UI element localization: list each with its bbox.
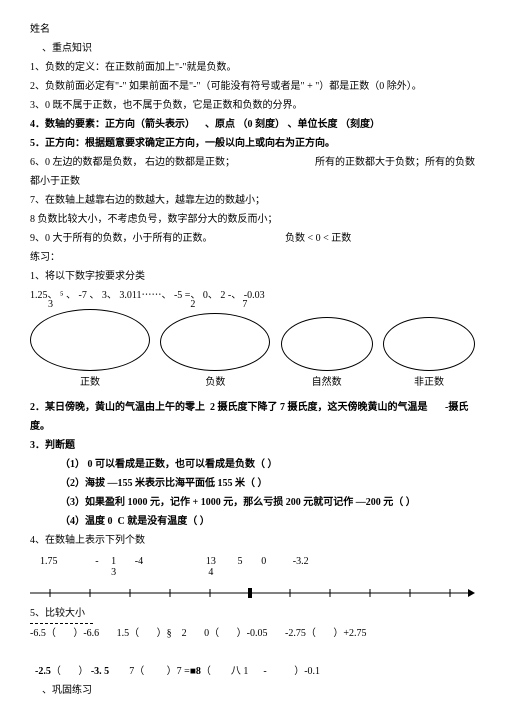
q5-l2-d: 7（ ）7 = — [109, 666, 190, 677]
ellipse-label-4: 非正数 — [414, 373, 444, 392]
k-item-9: 9、0 大于所有的负数，小于所有的正数。 负数 < 0 < 正数 — [30, 229, 475, 248]
number-line-svg — [30, 586, 475, 600]
ellipse-group-4: 非正数 — [383, 309, 475, 392]
ellipse-3 — [281, 317, 373, 371]
q5-title: 5、比较大小 — [30, 604, 93, 624]
q1-title: 1、将以下数字按要求分类 — [30, 267, 475, 286]
ellipse-1 — [30, 309, 150, 371]
numline-label: - — [95, 556, 98, 567]
q5-l2-a: -2.5 — [35, 666, 51, 677]
q3-item-1: （1） 0 可以看成是正数，也可以看成是负数（ ） — [60, 455, 475, 474]
ellipse-group-1: 3 正数 — [30, 309, 150, 392]
q3-item-3: （3）如果盈利 1000 元，记作 + 1000 元，那么亏损 200 元就可记… — [60, 493, 475, 512]
k-item-5: 5．正方向：根据题意要求确定正方向，一般以向上或向右为正方向。 — [30, 134, 475, 153]
q4-title: 4、在数轴上表示下列个数 — [30, 531, 475, 550]
name-label: 姓名 — [30, 20, 475, 39]
ellipse-toplabel-2b: 7 — [242, 295, 247, 314]
section-knowledge-title: 、重点知识 — [42, 39, 475, 58]
q1-numbers: 1.25、 ⁵ 、 -7 、 3、 3.011⋯⋯、 -5 =、 0、 2 -、… — [30, 286, 475, 305]
numline-label: 0 — [261, 556, 266, 567]
k-item-7: 7、在数轴上越靠右边的数越大，越靠左边的数越小； — [30, 191, 475, 210]
numline-label: 1.75 — [40, 556, 58, 567]
ellipse-group-3: 自然数 — [281, 309, 373, 392]
numline-label: -3.2 — [293, 556, 309, 567]
ellipse-label-1: 正数 — [80, 373, 100, 392]
q5-l2-c: -3. 5 — [88, 666, 109, 677]
k-item-8: 8 负数比较大小，不考虑负号，数字部分大的数反而小； — [30, 210, 475, 229]
k-item-1: 1、负数的定义：在正数前面加上"-"就是负数。 — [30, 58, 475, 77]
numline-label: 5 — [238, 556, 243, 567]
numline-label: 13 4 — [206, 556, 216, 578]
ellipse-toplabel-1: 3 — [48, 295, 53, 314]
k-item-2: 2、负数前面必定有"-" 如果前面不是"-"（可能没有符号或者是" + "）都是… — [30, 77, 475, 96]
practice-title: 练习： — [30, 248, 475, 267]
footer: 、巩固练习 — [42, 681, 475, 700]
numline-label: 1 3 — [111, 556, 116, 578]
ellipse-toplabel-2a: 2 — [190, 295, 195, 314]
k-item-3: 3、0 既不属于正数，也不属于负数，它是正数和负数的分界。 — [30, 96, 475, 115]
q2: 2．某日傍晚，黄山的气温由上午的零上 2 摄氏度下降了 7 摄氏度，这天傍晚黄山… — [30, 398, 475, 436]
ellipse-4 — [383, 317, 475, 371]
q3-item-2: （2）海拔 —155 米表示比海平面低 155 米（ ） — [60, 474, 475, 493]
q5-l2-b: （ ） — [51, 666, 89, 677]
q5-l2-f: （ 八 1 - ）-0.1 — [201, 666, 320, 677]
ellipse-label-2: 负数 — [205, 373, 225, 392]
ellipse-row: 3 正数 2 7 负数 自然数 非正数 — [30, 309, 475, 392]
k-item-6: 6、0 左边的数都是负数， 右边的数都是正数； 所有的正数都大于负数；所有的负数… — [30, 153, 475, 191]
ellipse-2 — [160, 313, 270, 371]
q5-line1: -6.5（ ）-6.6 1.5（ ）§ 2 0（ ）-0.05 -2.75（ ）… — [30, 624, 475, 643]
numline-label: -4 — [135, 556, 143, 567]
q5-line2: -2.5（ ） -3. 5 7（ ）7 =■8（ 八 1 - ）-0.1 — [30, 643, 475, 681]
ellipse-label-3: 自然数 — [312, 373, 342, 392]
q3-item-4: （4）温度 0 C 就是没有温度（ ） — [60, 512, 475, 531]
q3-title: 3．判断题 — [30, 436, 475, 455]
k-item-4: 4．数轴的要素：正方向（箭头表示） 、原点 （0 刻度） 、单位长度 （刻度） — [30, 115, 475, 134]
ellipse-group-2: 2 7 负数 — [160, 309, 270, 392]
number-line: 1.75 - 1 3 -4 13 4 5 0 -3.2 — [30, 556, 475, 604]
q5-l2-e: ■8 — [190, 666, 201, 677]
